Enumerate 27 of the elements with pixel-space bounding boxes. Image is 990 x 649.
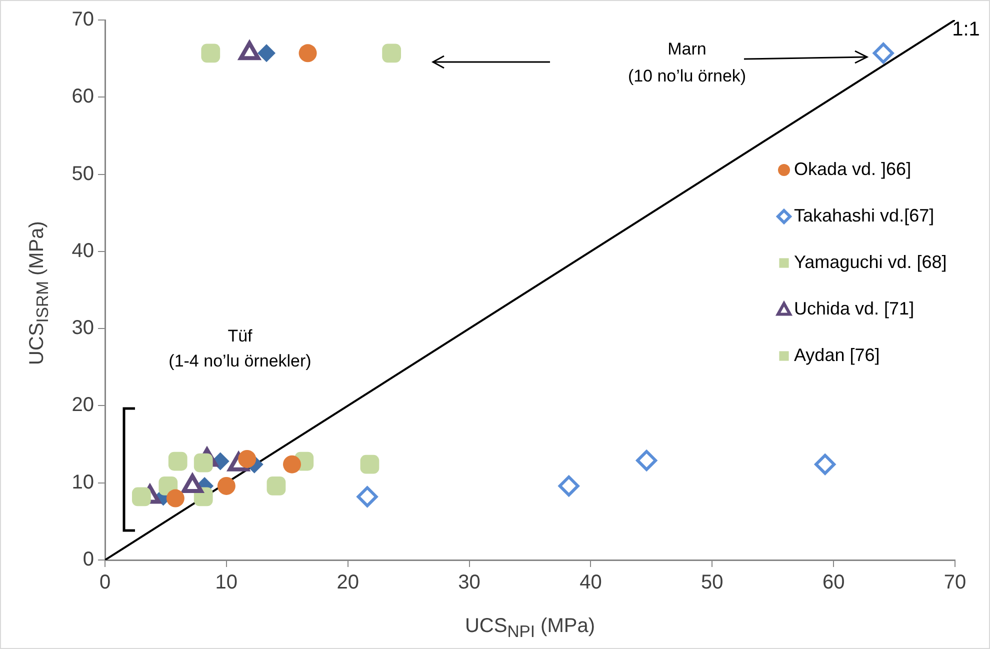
y-tick-label: 70 xyxy=(72,8,94,31)
annotation: Tüf xyxy=(228,326,253,346)
x-tick-label: 20 xyxy=(336,572,359,594)
legend-label: Yamaguchi vd. [68] xyxy=(794,252,947,272)
x-tick-label: 70 xyxy=(944,572,966,594)
legend-label: Aydan [76] xyxy=(794,344,880,365)
y-tick-label: 0 xyxy=(82,548,94,571)
annotation: (10 no’lu örnek) xyxy=(628,66,746,86)
x-tick-label: 40 xyxy=(580,572,602,594)
annotation: (1-4 no’lu örnekler) xyxy=(168,352,312,371)
y-tick-label: 30 xyxy=(72,317,94,340)
legend-label: Uchida vd. [71] xyxy=(794,298,914,318)
y-tick-label: 60 xyxy=(72,86,94,108)
x-tick-label: 30 xyxy=(458,572,480,594)
annotation: 1:1 xyxy=(952,18,980,41)
y-tick-label: 50 xyxy=(72,162,94,185)
annotation: Marn xyxy=(668,40,706,59)
x-tick-label: 0 xyxy=(99,572,111,594)
x-tick-label: 60 xyxy=(822,572,845,594)
y-tick-label: 20 xyxy=(72,394,94,416)
legend-label: Okada vd. ]66] xyxy=(794,158,912,179)
legend-label: Takahashi vd.[67] xyxy=(794,205,934,226)
x-tick-label: 10 xyxy=(215,572,238,594)
y-tick-label: 10 xyxy=(72,471,94,494)
x-tick-label: 50 xyxy=(701,572,724,594)
y-tick-label: 40 xyxy=(72,240,94,262)
x-axis-title: UCS$_{NPI}$ (MPa) xyxy=(464,615,596,642)
